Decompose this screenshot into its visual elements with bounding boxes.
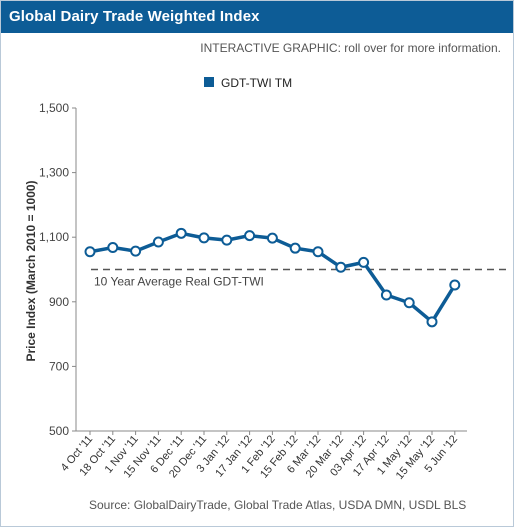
- legend-swatch: [204, 77, 214, 87]
- y-tick-label: 1,100: [39, 230, 69, 244]
- data-point[interactable]: [152, 236, 164, 248]
- data-point[interactable]: [244, 230, 256, 242]
- data-point[interactable]: [221, 234, 233, 246]
- data-point[interactable]: [426, 316, 438, 328]
- chart-title: Global Dairy Trade Weighted Index: [9, 8, 260, 25]
- reference-line-label: 10 Year Average Real GDT-TWI: [94, 275, 264, 289]
- y-tick-label: 900: [49, 295, 69, 309]
- data-point[interactable]: [130, 245, 142, 257]
- y-tick-label: 1,300: [39, 166, 69, 180]
- data-point[interactable]: [335, 261, 347, 273]
- y-axis-label: Price Index (March 2010 = 1000): [24, 180, 38, 361]
- data-point[interactable]: [107, 242, 119, 254]
- source-note: Source: GlobalDairyTrade, Global Trade A…: [89, 498, 467, 512]
- data-point[interactable]: [312, 246, 324, 258]
- data-point[interactable]: [449, 279, 461, 291]
- data-point[interactable]: [403, 297, 415, 309]
- data-point[interactable]: [289, 242, 301, 254]
- interactive-note: INTERACTIVE GRAPHIC: roll over for more …: [200, 41, 501, 55]
- data-point[interactable]: [380, 289, 392, 301]
- series-points: [84, 227, 461, 328]
- y-tick-label: 700: [49, 359, 69, 373]
- legend-label: GDT-TWI TM: [221, 76, 292, 90]
- data-point[interactable]: [84, 246, 96, 258]
- data-point[interactable]: [358, 256, 370, 268]
- data-point[interactable]: [266, 232, 278, 244]
- data-point[interactable]: [198, 232, 210, 244]
- y-tick-label: 500: [49, 424, 69, 438]
- y-tick-label: 1,500: [39, 101, 69, 115]
- title-bar: Global Dairy Trade Weighted Index: [1, 1, 513, 33]
- data-point[interactable]: [175, 227, 187, 239]
- y-ticks: 1,500 1,300 1,100 900 700 500: [39, 101, 76, 438]
